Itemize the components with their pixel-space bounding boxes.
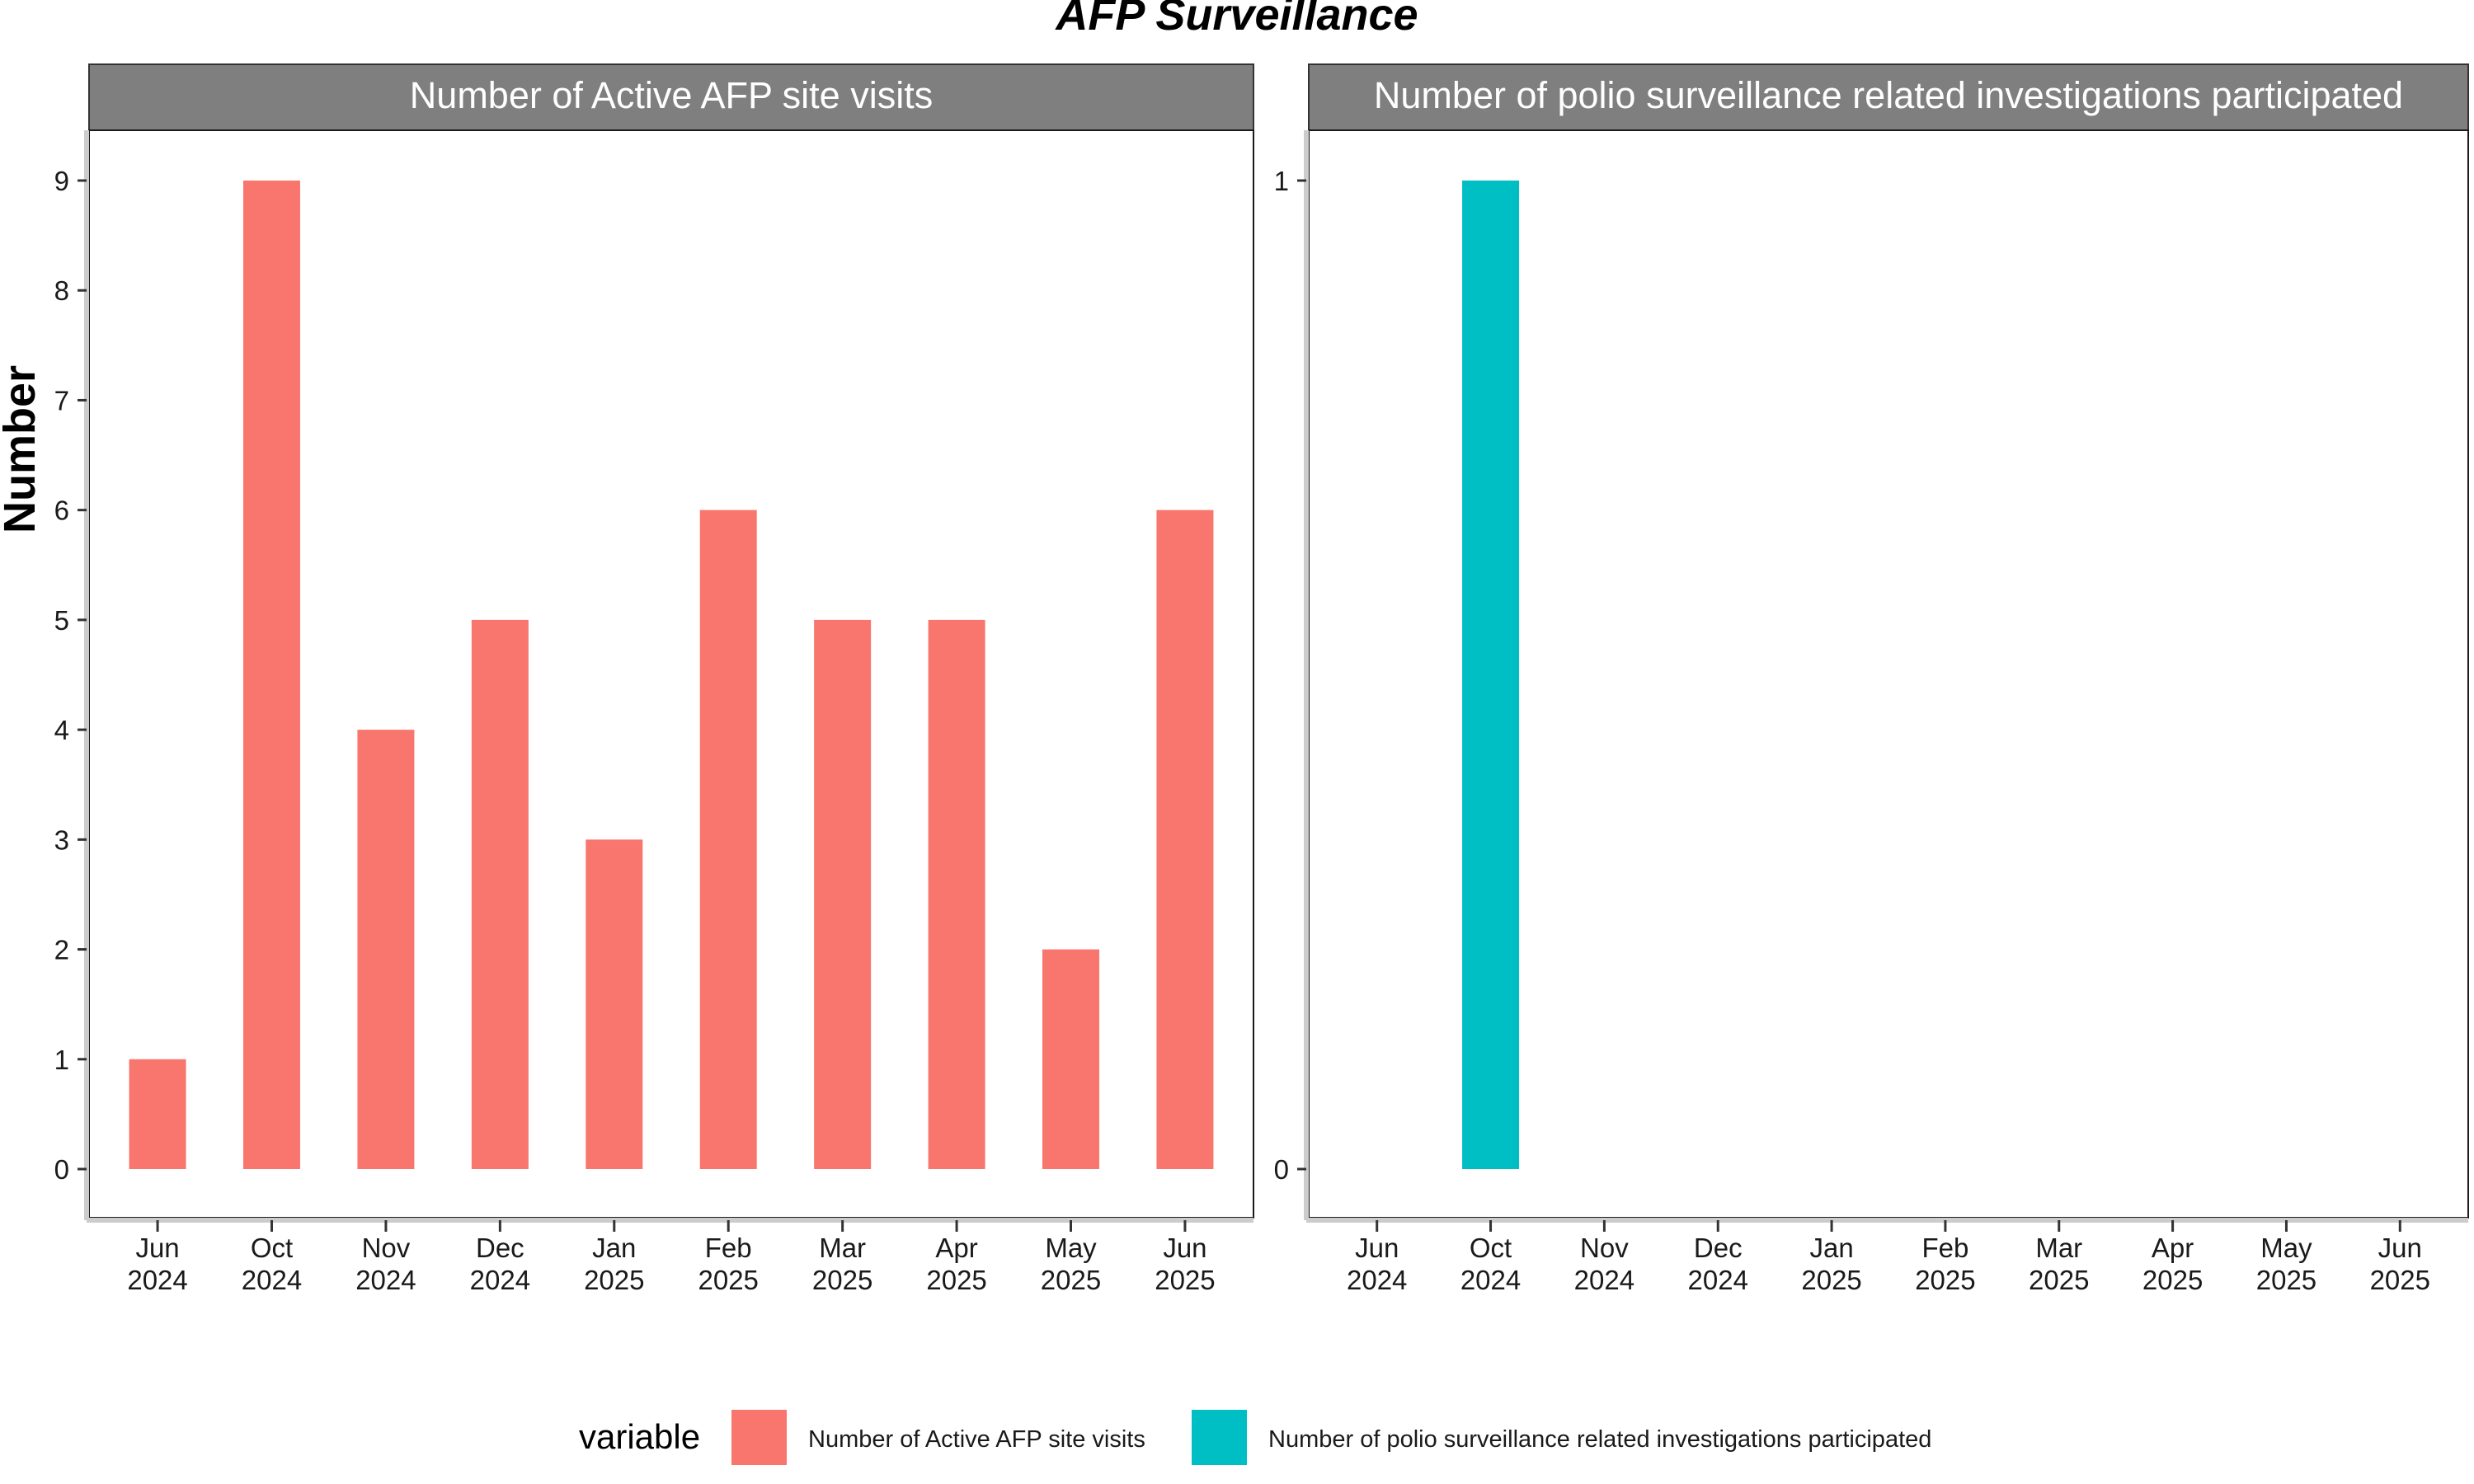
facet-strip	[1308, 63, 2469, 131]
y-tick-label: 4	[54, 715, 69, 745]
y-tick-label: 3	[54, 824, 69, 855]
legend-title: variable	[579, 1417, 700, 1456]
legend: variable Number of Active AFP site visit…	[579, 1410, 1931, 1465]
legend-label-investigations: Number of polio surveillance related inv…	[1268, 1426, 1931, 1453]
x-tick-label: Jun 2024	[1347, 1233, 1407, 1295]
facet-strip-label: Number of polio surveillance related inv…	[1374, 74, 2403, 116]
x-tick-label: Dec 2024	[470, 1233, 530, 1295]
x-tick-label: Mar 2025	[812, 1233, 872, 1295]
facet-strip-label: Number of Active AFP site visits	[410, 74, 933, 116]
legend-key-site-visits	[731, 1410, 787, 1465]
bar-1-3	[357, 730, 415, 1169]
bar-1-7	[814, 619, 872, 1169]
x-tick-label: Jan 2025	[1801, 1233, 1861, 1295]
y-tick-label: 7	[54, 385, 69, 416]
x-tick-label: Jun 2025	[2370, 1233, 2430, 1295]
x-tick-label: May 2025	[2256, 1233, 2316, 1295]
chart-title: AFP Surveillance	[1054, 0, 1418, 40]
x-tick-label: Jan 2025	[584, 1233, 644, 1295]
bar-1-8	[928, 619, 985, 1169]
bar-1-2	[242, 181, 300, 1169]
y-tick-label: 1	[54, 1045, 69, 1075]
facet-panels: Number of Active AFP site visits 0 1 2 3 4 5 6 7…	[54, 63, 2469, 1295]
x-tick-label: Nov 2024	[1574, 1233, 1634, 1295]
y-axis-label: Number	[0, 365, 45, 533]
y-tick-label: 1	[1274, 166, 1289, 196]
x-tick-label: Dec 2024	[1688, 1233, 1748, 1295]
bar-2-2	[1462, 181, 1520, 1169]
bar-1-10	[1156, 510, 1214, 1169]
x-tick-label: Feb 2025	[698, 1233, 759, 1295]
bar-1-4	[471, 619, 529, 1169]
bar-1-5	[586, 839, 643, 1169]
facet-strip	[88, 63, 1254, 131]
y-tick-label: 8	[54, 275, 69, 306]
x-tick-label: May 2025	[1041, 1233, 1101, 1295]
bar-1-1	[129, 1059, 186, 1169]
legend-label-site-visits: Number of Active AFP site visits	[808, 1426, 1145, 1453]
bar-1-9	[1042, 949, 1100, 1169]
x-tick-label: Apr 2025	[2142, 1233, 2203, 1295]
x-tick-label: Oct 2024	[242, 1233, 302, 1295]
x-tick-label: Apr 2025	[926, 1233, 986, 1295]
panel-2: Number of polio surveillance related inv…	[1274, 63, 2469, 1295]
y-tick-label: 6	[54, 495, 69, 526]
y-tick-label: 0	[54, 1154, 69, 1185]
x-tick-label: Jun 2025	[1155, 1233, 1215, 1295]
legend-key-investigations	[1192, 1410, 1247, 1465]
y-tick-label: 2	[54, 935, 69, 965]
panel-1: Number of Active AFP site visits 0 1 2 3 4 5 6 7…	[54, 63, 1254, 1295]
y-tick-label: 5	[54, 605, 69, 636]
y-tick-label: 9	[54, 166, 69, 196]
x-tick-label: Nov 2024	[355, 1233, 416, 1295]
bar-1-6	[699, 510, 757, 1169]
x-tick-label: Feb 2025	[1915, 1233, 1975, 1295]
x-tick-label: Oct 2024	[1460, 1233, 1521, 1295]
y-tick-label: 0	[1274, 1154, 1289, 1185]
x-tick-label: Mar 2025	[2029, 1233, 2089, 1295]
x-tick-label: Jun 2024	[127, 1233, 187, 1295]
